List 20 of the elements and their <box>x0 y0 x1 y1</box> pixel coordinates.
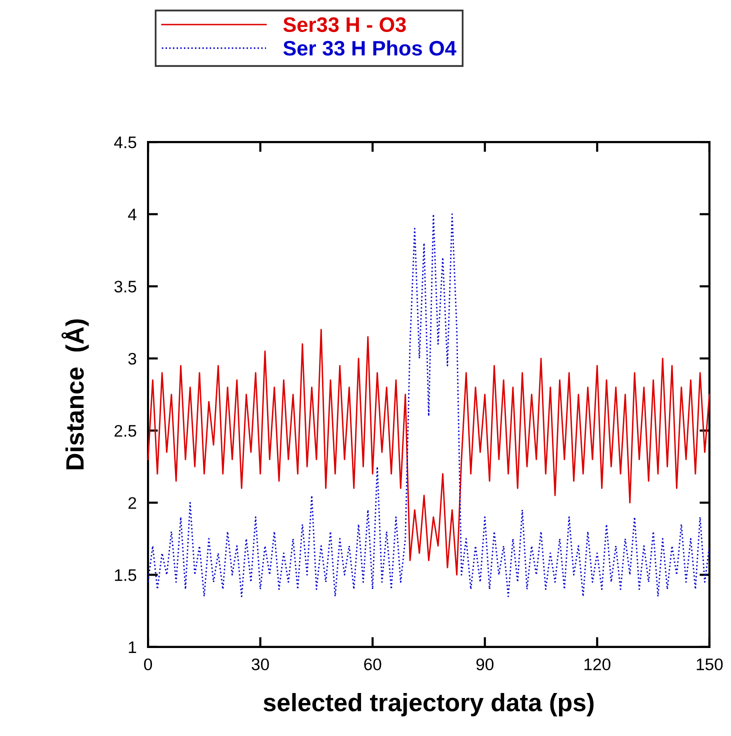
y-tick-label: 3 <box>128 352 136 365</box>
y-tick-label: 4.5 <box>114 136 136 148</box>
legend-label: Ser 33 H Phos O4 <box>283 40 456 56</box>
line-series <box>147 328 710 576</box>
x-tick-label: 0 <box>144 658 152 670</box>
y-tick-label: 1.5 <box>115 569 136 582</box>
legend-label: Ser33 H - O3 <box>283 17 406 32</box>
x-tick-label: 90 <box>476 658 494 670</box>
x-tick-label: 120 <box>584 658 610 670</box>
y-tick-label: 3.5 <box>114 280 136 293</box>
x-axis-title: selected trajectory data (ps) <box>264 693 594 716</box>
y-tick-label: 1 <box>128 642 136 653</box>
y-tick-label: 2.5 <box>114 424 136 437</box>
line-series <box>147 213 710 598</box>
y-tick-label: 2 <box>128 497 136 509</box>
y-axis-title: Distance (Å) <box>61 319 89 470</box>
x-tick-label: 60 <box>364 658 382 670</box>
x-tick-label: 30 <box>252 658 269 670</box>
x-tick-label: 150 <box>696 658 723 670</box>
y-tick-label: 4 <box>128 208 136 220</box>
